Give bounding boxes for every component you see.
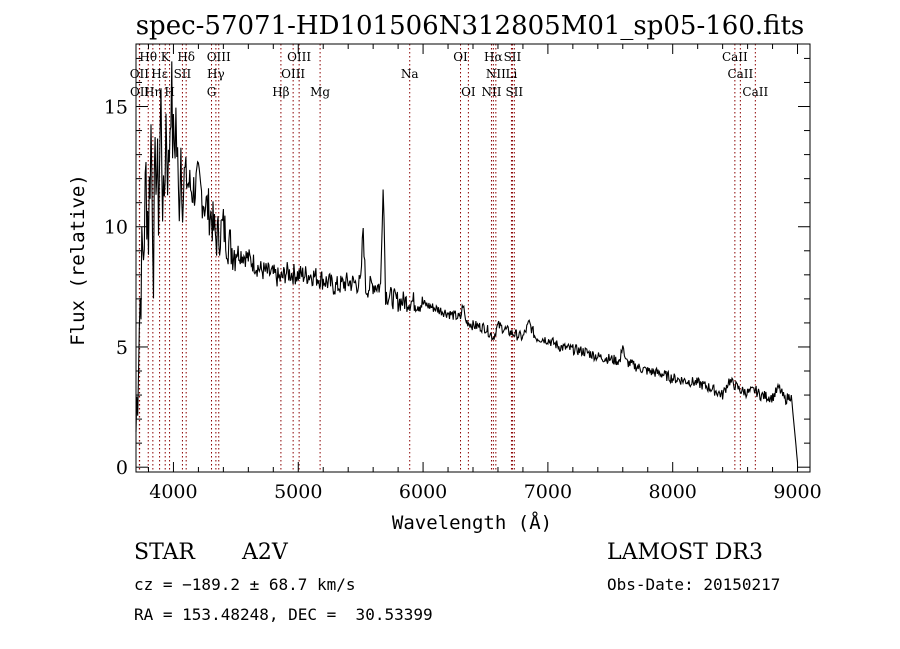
ra-dec: RA = 153.48248, DEC = 30.53399 xyxy=(134,605,433,624)
line-marker-label: OII xyxy=(130,67,150,81)
line-marker-label: OI xyxy=(461,85,476,99)
line-marker-label: H xyxy=(164,85,174,99)
line-marker-label: SII xyxy=(504,50,522,64)
survey-name: LAMOST DR3 xyxy=(607,540,763,565)
line-marker-label: Hη xyxy=(144,85,162,99)
line-marker-label: OIII xyxy=(207,50,231,64)
line-marker-label: G xyxy=(207,85,217,99)
line-marker-label: Na xyxy=(401,67,419,81)
line-marker-label: SII xyxy=(505,85,523,99)
line-marker-label: CaII xyxy=(742,85,768,99)
x-tick-label: 9000 xyxy=(773,481,821,503)
line-marker-label: Hε xyxy=(151,67,168,81)
line-marker-label: Hδ xyxy=(177,50,195,64)
line-marker-label: Hα xyxy=(484,50,503,64)
y-tick-label: 5 xyxy=(116,337,128,359)
y-axis-label: Flux (relative) xyxy=(67,174,89,346)
line-marker-label: OIII xyxy=(287,50,311,64)
spectrum-line xyxy=(135,61,799,463)
y-tick-label: 0 xyxy=(116,457,128,479)
axes: 4000 5000 6000 7000 8000 9000 0 5 10 15 xyxy=(104,44,822,503)
line-marker-label: CaII xyxy=(727,67,753,81)
line-marker-label: Li xyxy=(506,67,518,81)
object-subclass: A2V xyxy=(242,540,288,565)
line-marker-label: NII xyxy=(481,85,501,99)
chart-title: spec-57071-HD101506N312805M01_sp05-160.f… xyxy=(136,11,805,41)
x-tick-label: 8000 xyxy=(649,481,697,503)
line-marker-label: NII xyxy=(486,67,506,81)
line-marker-label: K xyxy=(161,50,171,64)
line-marker-label: SII xyxy=(174,67,192,81)
x-tick-label: 6000 xyxy=(399,481,447,503)
line-marker-label: Hθ xyxy=(139,50,157,64)
line-marker-label: Hγ xyxy=(207,67,225,81)
line-marker-label: Mg xyxy=(310,85,330,99)
line-marker-label: OII xyxy=(130,85,150,99)
plot-frame xyxy=(135,43,811,473)
redshift-cz: cz = −189.2 ± 68.7 km/s xyxy=(134,575,356,594)
x-tick-label: 5000 xyxy=(274,481,322,503)
object-class: STAR xyxy=(134,540,195,565)
x-tick-label: 7000 xyxy=(524,481,572,503)
line-markers xyxy=(138,44,756,472)
x-tick-label: 4000 xyxy=(149,481,197,503)
line-marker-label: CaII xyxy=(722,50,748,64)
line-marker-label: OI xyxy=(453,50,468,64)
y-tick-label: 10 xyxy=(104,217,128,239)
x-axis-label: Wavelength (Å) xyxy=(392,511,552,534)
y-tick-label: 15 xyxy=(104,97,128,119)
observation-date: Obs-Date: 20150217 xyxy=(607,575,781,594)
line-marker-label: Hβ xyxy=(272,85,289,99)
line-marker-label: OIII xyxy=(281,67,305,81)
